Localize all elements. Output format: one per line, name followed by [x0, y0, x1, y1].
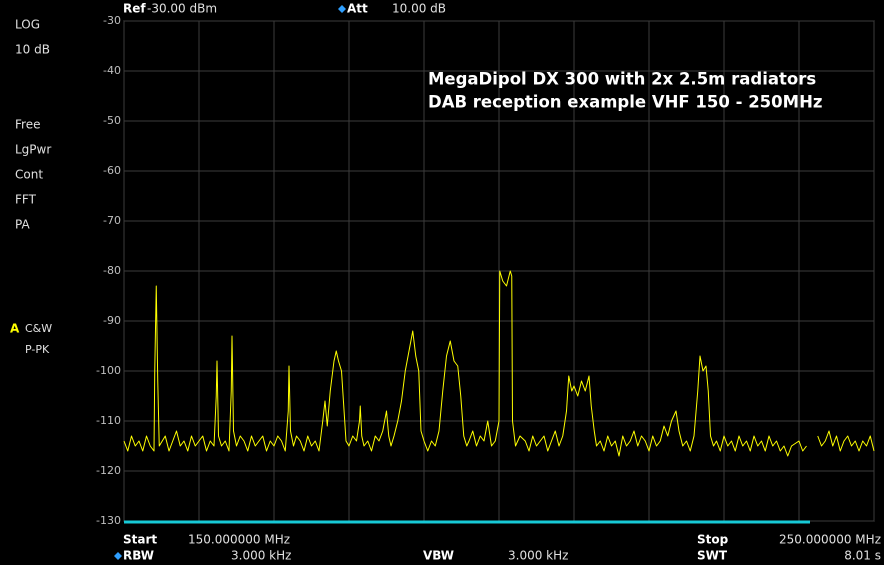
ref-label: Ref — [123, 2, 146, 16]
side-item: FFT — [15, 193, 37, 207]
swt-label: SWT — [697, 549, 728, 563]
side-item: Free — [15, 118, 40, 132]
rbw-label: RBW — [123, 549, 154, 563]
y-tick-label: -50 — [103, 114, 121, 127]
vbw-label: VBW — [423, 549, 454, 563]
trace-mode: C&W — [25, 322, 52, 335]
start-value: 150.000000 MHz — [188, 533, 290, 547]
y-tick-label: -30 — [103, 14, 121, 27]
chart-subtitle: DAB reception example VHF 150 - 250MHz — [428, 93, 822, 112]
chart-title: MegaDipol DX 300 with 2x 2.5m radiators — [428, 70, 816, 89]
scale-division: 10 dB — [15, 43, 50, 57]
y-tick-label: -100 — [96, 364, 121, 377]
side-item: PA — [15, 218, 30, 232]
detector: P-PK — [25, 343, 50, 356]
side-item: Cont — [15, 168, 43, 182]
stop-label: Stop — [697, 533, 729, 547]
swt-value: 8.01 s — [844, 549, 881, 563]
trace-id: A — [10, 322, 20, 336]
diamond-icon — [114, 552, 122, 560]
att-value: 10.00 dB — [392, 2, 446, 16]
y-tick-label: -40 — [103, 64, 121, 77]
y-tick-label: -90 — [103, 314, 121, 327]
y-tick-label: -130 — [96, 514, 121, 527]
stop-value: 250.000000 MHz — [779, 533, 881, 547]
side-item: LgPwr — [15, 143, 51, 157]
y-tick-label: -60 — [103, 164, 121, 177]
scale-type: LOG — [15, 18, 40, 32]
ref-value: -30.00 dBm — [147, 2, 217, 16]
rbw-value: 3.000 kHz — [231, 549, 291, 563]
diamond-icon — [338, 5, 346, 13]
start-label: Start — [123, 533, 157, 547]
y-tick-label: -70 — [103, 214, 121, 227]
trace-line — [123, 270, 875, 457]
y-tick-label: -120 — [96, 464, 121, 477]
vbw-value: 3.000 kHz — [508, 549, 568, 563]
y-tick-label: -110 — [96, 414, 121, 427]
y-tick-label: -80 — [103, 264, 121, 277]
att-label: Att — [347, 2, 368, 16]
